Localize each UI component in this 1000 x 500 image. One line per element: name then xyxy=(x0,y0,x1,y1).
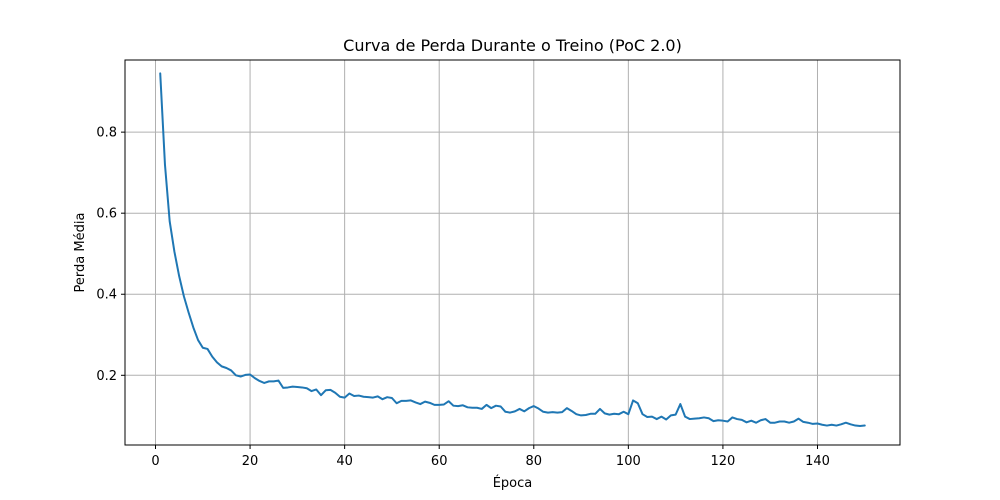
ticks: 0 20 40 60 80 100 120 140 0.2 0.4 0.6 0.8 xyxy=(96,126,830,469)
x-tick-label: 140 xyxy=(805,454,830,469)
chart-title: Curva de Perda Durante o Treino (PoC 2.0… xyxy=(343,36,682,55)
x-tick-label: 100 xyxy=(616,454,641,469)
x-tick-label: 0 xyxy=(151,454,159,469)
y-tick-label: 0.4 xyxy=(96,288,117,303)
y-tick-label: 0.6 xyxy=(96,207,117,222)
series-line xyxy=(159,72,866,427)
plot-frame xyxy=(124,59,901,446)
y-tick-label: 0.8 xyxy=(96,126,117,141)
x-tick-label: 60 xyxy=(431,454,448,469)
y-tick-label: 0.2 xyxy=(96,369,117,384)
x-axis-label: Época xyxy=(493,475,533,491)
x-tick-label: 40 xyxy=(336,454,353,469)
x-tick-label: 120 xyxy=(711,454,736,469)
x-tick-label: 20 xyxy=(242,454,259,469)
y-axis-label: Perda Média xyxy=(73,213,88,293)
x-tick-label: 80 xyxy=(526,454,543,469)
grid xyxy=(125,60,900,445)
